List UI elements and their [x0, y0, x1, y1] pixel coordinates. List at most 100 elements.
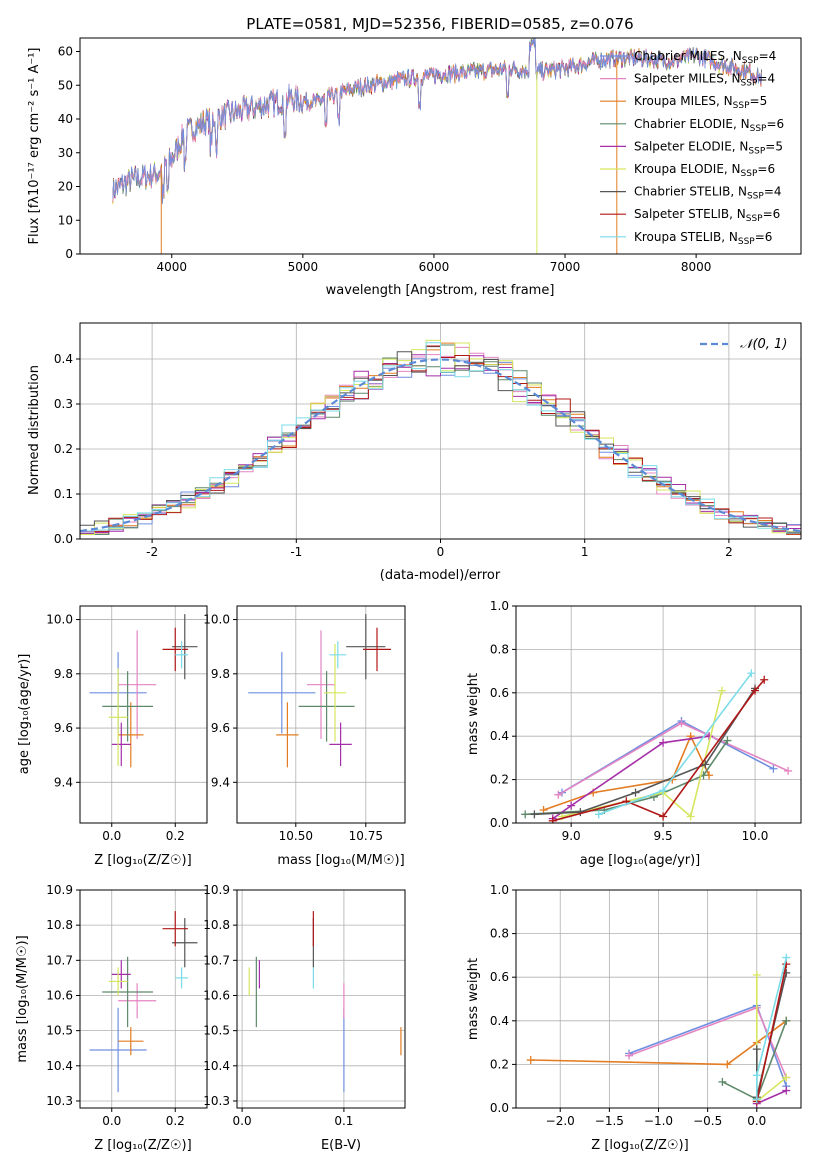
histogram-series-8 — [80, 342, 801, 534]
age-vs-mass-ytick-label: 10.0 — [203, 613, 230, 627]
ageZ-ylabel: age [log₁₀(age/yr)] — [17, 654, 32, 775]
mass-vs-Z-frame — [79, 889, 208, 1109]
age-vs-Z-point-5 — [108, 668, 128, 767]
massweight-vs-age-marker — [677, 719, 686, 728]
massweight-vs-age-marker — [784, 766, 793, 775]
legend-label-2: Kroupa MILES, NSSP=5 — [634, 94, 767, 111]
age-vs-Z-point-3 — [102, 671, 154, 742]
massweight-vs-Z-ytick-label: 0.0 — [490, 1101, 509, 1115]
massweight-vs-Z-axes: −2.0 −1.5 −1.0 −0.5 0.0 0.0 0.2 0.4 0.6 0.8 1.0 — [490, 883, 801, 1128]
spectrum-ytick-label: 10 — [58, 213, 73, 227]
age-vs-Z-ytick-label: 9.4 — [54, 775, 73, 789]
massweight-vs-age-marker — [723, 736, 732, 745]
mwAge-ylabel: mass weight — [466, 673, 481, 755]
massweight-vs-age-marker — [769, 764, 778, 773]
legend-label-8: Kroupa STELIB, NSSP=6 — [634, 230, 772, 247]
residuals-xtick-label: -2 — [146, 545, 158, 559]
residuals-xtick-label: 1 — [581, 545, 589, 559]
age-vs-mass-xtick-label: 10.50 — [279, 829, 313, 843]
mass-vs-Z-ytick-label: 10.4 — [46, 1059, 73, 1073]
massweight-vs-age-marker — [747, 669, 756, 678]
age-vs-mass-ytick-label: 9.4 — [211, 775, 230, 789]
age-vs-mass-ytick-label: 9.6 — [211, 721, 230, 735]
massweight-vs-age-marker — [521, 810, 530, 819]
spectrum-xtick-label: 7000 — [550, 260, 581, 274]
massweight-vs-age-marker — [751, 686, 760, 695]
massweight-vs-age-ytick-label: 0.8 — [490, 642, 509, 656]
age-vs-Z-ytick-label: 10.0 — [46, 613, 73, 627]
massweight-vs-age-series-6 — [534, 688, 756, 816]
residuals-ytick-label: 0.1 — [54, 487, 73, 501]
spectrum-ytick-label: 0 — [65, 247, 73, 261]
spectrum-series-0 — [112, 38, 763, 205]
age-vs-Z-point-7 — [162, 627, 188, 672]
massweight-vs-Z-marker — [526, 1056, 535, 1065]
mass-vs-Z-ytick-label: 10.5 — [46, 1024, 73, 1038]
ageMass-xlabel: mass [log₁₀(M/M☉)] — [277, 853, 404, 868]
residuals-legend-label: 𝒩(0, 1) — [740, 337, 787, 352]
massweight-vs-age-marker — [717, 686, 726, 695]
legend-label-7: Salpeter STELIB, NSSP=6 — [634, 207, 780, 224]
spectrum-xtick-label: 5000 — [288, 260, 319, 274]
massweight-vs-Z-marker — [718, 1077, 727, 1086]
mass-vs-ebv-ytick-label: 10.8 — [203, 918, 230, 932]
age-vs-Z-point-4 — [111, 722, 131, 767]
massweight-vs-Z-marker — [752, 1095, 761, 1104]
legend-label-4: Salpeter ELODIE, NSSP=5 — [634, 139, 783, 156]
mass-vs-ebv-ytick-label: 10.9 — [203, 883, 230, 897]
residuals-xlabel: (data-model)/error — [380, 568, 501, 583]
massweight-vs-age-ytick-label: 1.0 — [490, 599, 509, 613]
residuals-xtick-label: -1 — [290, 545, 302, 559]
mass-vs-ebv-axes: 0.0 0.1 10.3 10.4 10.5 10.6 10.7 10.8 10.9 — [203, 883, 405, 1128]
residuals-frame — [79, 322, 802, 540]
massweight-vs-age-series-7 — [552, 679, 765, 822]
mass-vs-Z-axes: 0.0 0.2 10.3 10.4 10.5 10.6 10.7 10.8 10.9 — [46, 883, 207, 1128]
massweight-vs-age-xtick-label: 9.0 — [562, 829, 581, 843]
massweight-vs-age-axes: 9.0 9.5 10.0 0.0 0.2 0.4 0.6 0.8 1.0 — [490, 599, 801, 843]
age-vs-Z-point-8 — [175, 641, 188, 669]
massweight-vs-Z-marker — [625, 1051, 634, 1060]
age-vs-Z-point-6 — [172, 614, 198, 680]
massweight-vs-Z-ytick-label: 0.8 — [490, 927, 509, 941]
age-vs-mass-point-2 — [276, 702, 299, 768]
mwZ-ylabel: mass weight — [466, 958, 481, 1040]
massEbv-xlabel: E(B-V) — [321, 1138, 361, 1153]
massweight-vs-Z-xtick-label: 0.0 — [747, 1114, 766, 1128]
age-vs-Z-ytick-label: 9.8 — [54, 667, 73, 681]
legend-label-3: Chabrier ELODIE, NSSP=6 — [634, 117, 784, 134]
mass-vs-Z-ytick-label: 10.9 — [46, 883, 73, 897]
mass-vs-ebv-xtick-label: 0.0 — [233, 1114, 252, 1128]
massweight-vs-age-series-4 — [552, 735, 710, 820]
massweight-vs-Z-marker — [752, 1045, 761, 1054]
age-vs-mass-xtick-label: 10.75 — [349, 829, 383, 843]
massweight-vs-age-marker — [631, 788, 640, 797]
massweight-vs-age-marker — [705, 732, 714, 741]
massweight-vs-Z-xtick-label: −2.0 — [546, 1114, 575, 1128]
spectrum-ytick-label: 50 — [58, 78, 73, 92]
massweight-vs-age-marker — [554, 790, 563, 799]
spectrum-ytick-label: 20 — [58, 180, 73, 194]
spectrum-frame — [79, 37, 802, 255]
mass-vs-ebv-ytick-label: 10.5 — [203, 1024, 230, 1038]
residuals-xtick-label: 2 — [725, 545, 733, 559]
age-vs-mass-point-4 — [329, 722, 352, 767]
massweight-vs-age-xtick-label: 10.0 — [742, 829, 769, 843]
age-vs-Z-point-1 — [118, 630, 157, 739]
mass-vs-Z-point-1 — [118, 983, 157, 1019]
massZ-xlabel: Z [log₁₀(Z/Z☉)] — [94, 1138, 191, 1153]
age-vs-mass-point-6 — [346, 614, 386, 680]
residuals-ytick-label: 0.4 — [54, 352, 73, 366]
mass-vs-Z-point-7 — [162, 911, 188, 947]
mass-vs-Z-ytick-label: 10.8 — [46, 918, 73, 932]
ageZ-xlabel: Z [log₁₀(Z/Z☉)] — [94, 853, 191, 868]
massweight-vs-Z-marker — [782, 1016, 791, 1025]
age-vs-mass-point-3 — [298, 671, 355, 742]
age-vs-Z-point-2 — [118, 702, 144, 768]
age-vs-mass-frame — [236, 605, 406, 824]
mass-vs-Z-point-3 — [102, 956, 154, 1028]
spectrum-xtick-label: 6000 — [419, 260, 450, 274]
massweight-vs-Z-xtick-label: −1.0 — [644, 1114, 673, 1128]
massweight-vs-age-marker — [548, 816, 557, 823]
mass-vs-Z-point-5 — [108, 967, 128, 996]
residuals-ytick-label: 0.0 — [54, 532, 73, 546]
